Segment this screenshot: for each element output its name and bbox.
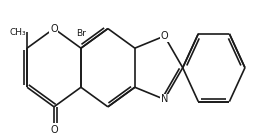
Text: CH₃: CH₃ (10, 28, 26, 37)
Text: N: N (161, 94, 168, 104)
Text: O: O (161, 31, 168, 41)
Text: O: O (50, 24, 58, 34)
Text: O: O (50, 125, 58, 135)
Text: Br: Br (76, 29, 86, 38)
